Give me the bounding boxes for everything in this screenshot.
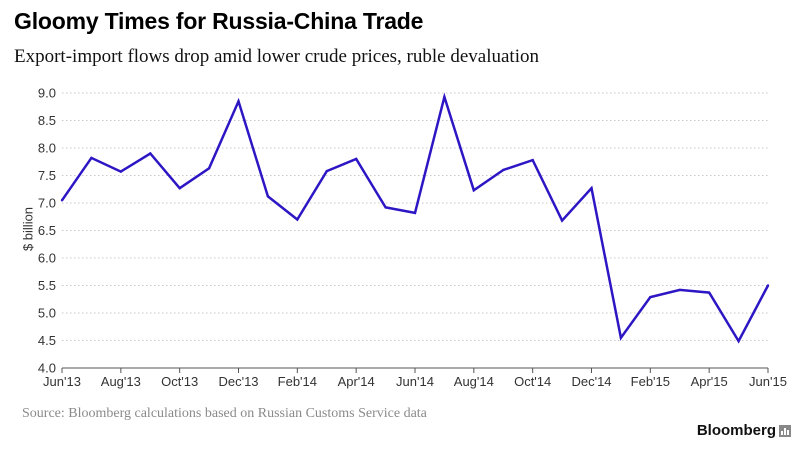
x-tick-label: Apr'15 <box>691 374 728 389</box>
x-axis-ticks: Jun'13 Aug'13 Oct'13 Dec'13 Feb'14 Apr'14 Jun'… <box>43 368 787 389</box>
y-tick-label: 8.0 <box>38 141 56 156</box>
y-tick-label: 7.5 <box>38 168 56 183</box>
data-point <box>678 288 681 292</box>
data-point <box>619 336 623 339</box>
bloomberg-chart-icon <box>779 424 791 437</box>
series-line <box>60 92 770 344</box>
data-point <box>266 195 270 198</box>
data-point <box>178 186 181 190</box>
y-tick-label: 5.0 <box>38 306 56 321</box>
data-point <box>443 95 446 99</box>
data-point <box>766 284 770 287</box>
y-tick-label: 8.5 <box>38 113 56 128</box>
y-tick-label: 4.5 <box>38 333 56 348</box>
x-tick-label: Aug'14 <box>454 374 494 389</box>
y-tick-label: 4.0 <box>38 361 56 376</box>
x-tick-label: Apr'14 <box>338 374 375 389</box>
data-point <box>502 168 505 172</box>
x-tick-label: Feb'15 <box>631 374 670 389</box>
x-tick-label: Oct'13 <box>161 374 198 389</box>
source-note: Source: Bloomberg calculations based on … <box>22 406 427 421</box>
data-point <box>531 158 534 162</box>
series-layer <box>60 92 770 344</box>
brand-label: Bloomberg <box>696 422 776 439</box>
data-point <box>384 206 387 209</box>
data-point <box>354 157 358 161</box>
y-tick-label: 6.5 <box>38 223 56 238</box>
x-tick-label: Dec'13 <box>218 374 258 389</box>
data-point <box>325 169 328 173</box>
data-point <box>207 167 211 170</box>
grid-lines <box>62 92 768 369</box>
x-tick-label: Jun'15 <box>749 374 787 389</box>
data-point <box>590 186 593 190</box>
data-point <box>237 100 240 103</box>
data-point <box>649 295 652 299</box>
y-axis-ticks: 4.0 4.5 5.0 5.5 6.0 6.5 7.0 7.5 8.0 8.5 9.0 <box>38 86 56 376</box>
bloomberg-logo: Bloomberg <box>697 422 791 439</box>
data-point <box>560 219 564 222</box>
x-tick-label: Jun'14 <box>396 374 434 389</box>
data-point <box>119 170 123 173</box>
data-point <box>296 218 299 221</box>
chart-subtitle: Export-import flows drop amid lower crud… <box>14 46 539 67</box>
data-point <box>472 189 476 192</box>
x-tick-label: Feb'14 <box>278 374 317 389</box>
y-tick-label: 6.0 <box>38 251 56 266</box>
data-point <box>149 152 152 155</box>
x-tick-label: Oct'14 <box>514 374 551 389</box>
data-point <box>60 199 64 202</box>
y-tick-label: 5.5 <box>38 278 56 293</box>
x-tick-label: Dec'14 <box>571 374 611 389</box>
data-point <box>90 156 93 160</box>
y-tick-label: 7.0 <box>38 196 56 211</box>
data-point <box>737 339 740 343</box>
data-point <box>413 211 417 215</box>
chart-title: Gloomy Times for Russia-China Trade <box>14 8 424 34</box>
x-tick-label: Jun'13 <box>43 374 81 389</box>
y-tick-label: 9.0 <box>38 86 56 101</box>
x-tick-label: Aug'13 <box>101 374 141 389</box>
data-point <box>707 291 711 294</box>
